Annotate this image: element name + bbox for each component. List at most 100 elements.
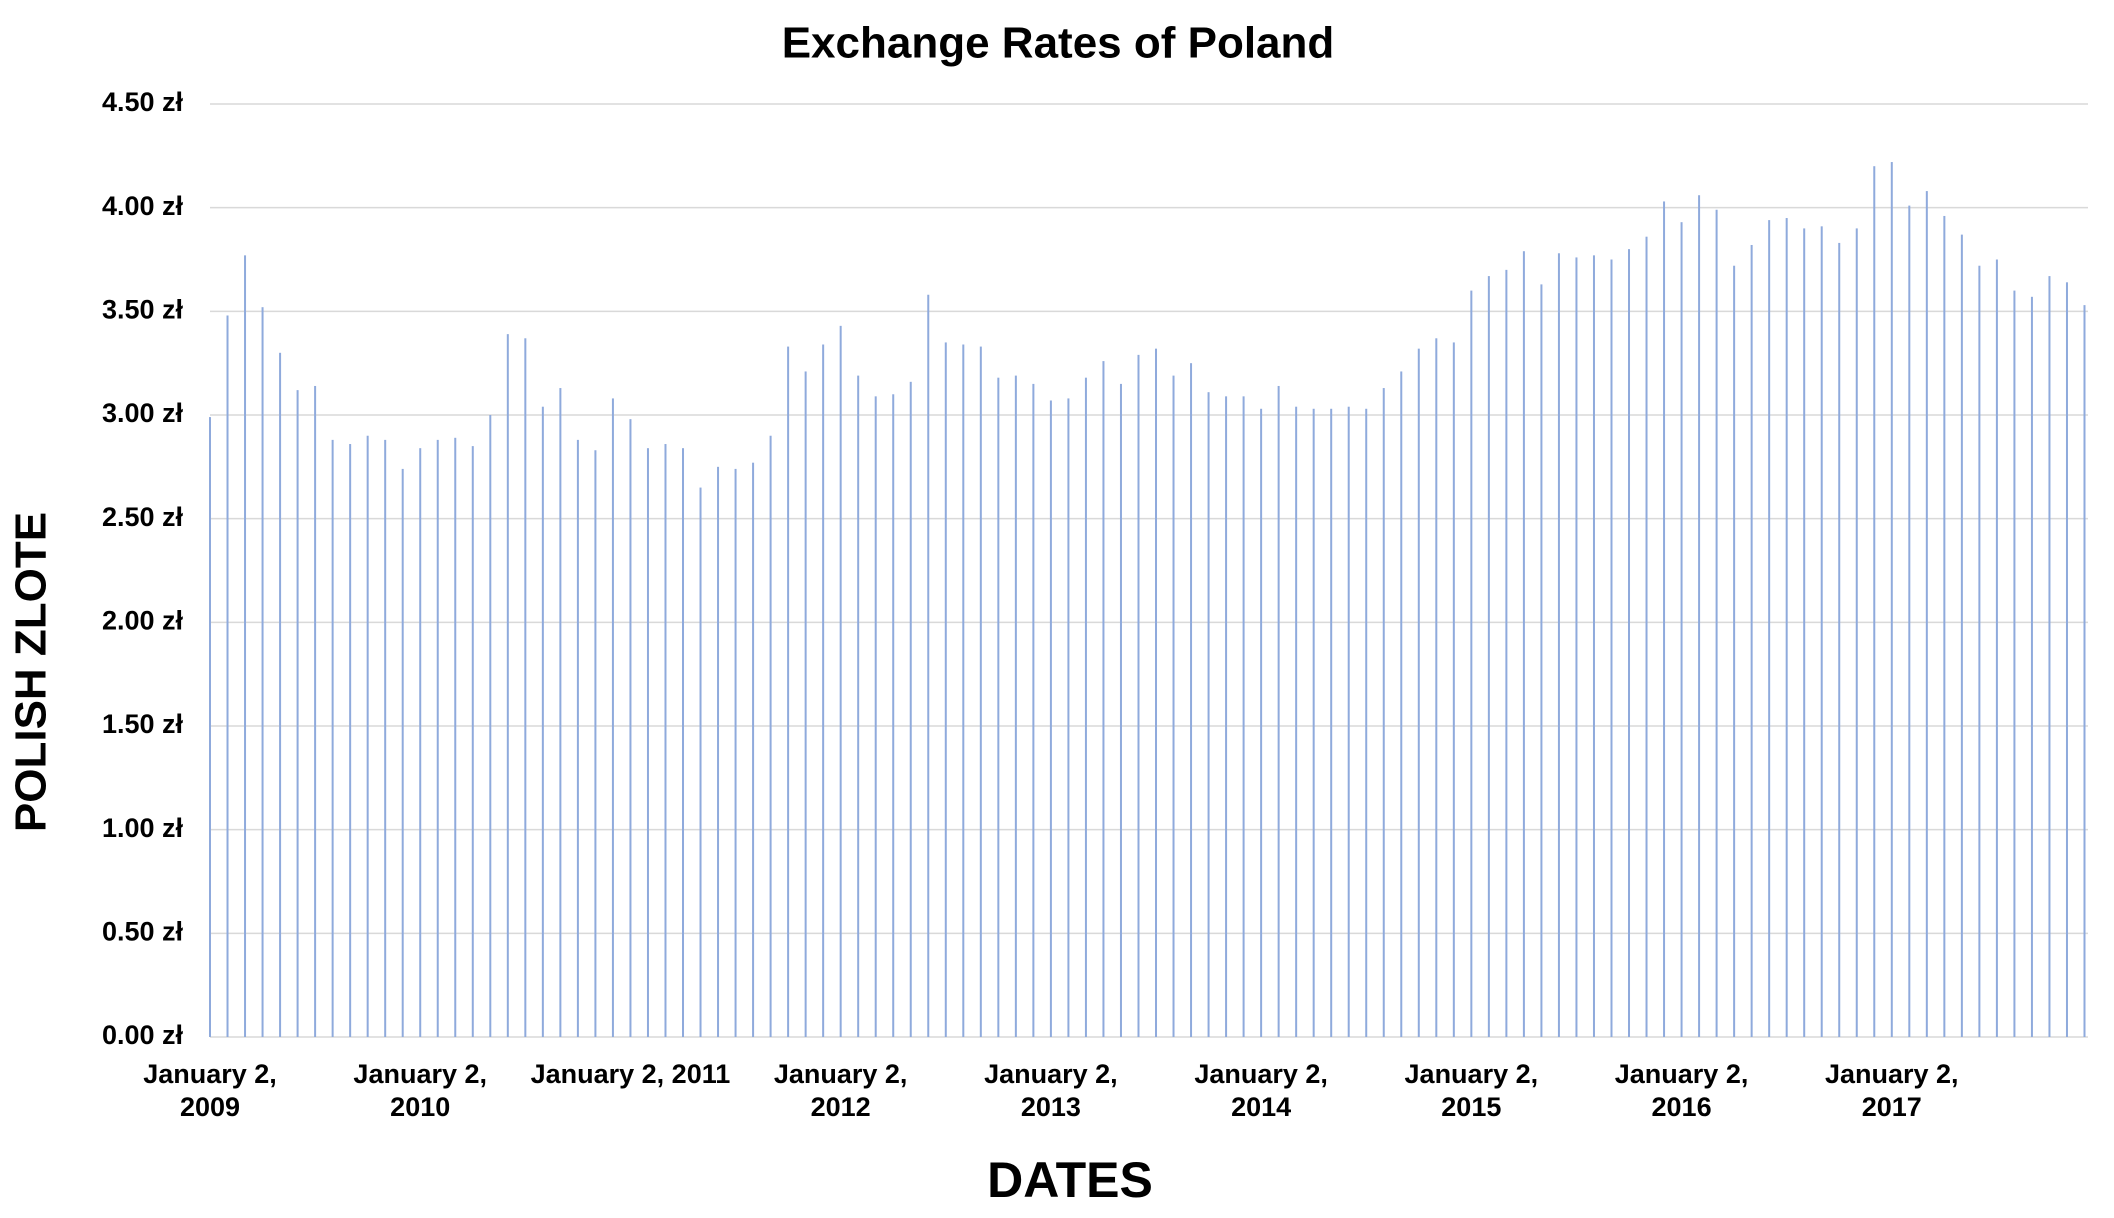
bar [489, 415, 492, 1037]
bar [1908, 205, 1911, 1038]
bar [1330, 408, 1333, 1037]
bar [734, 468, 737, 1037]
x-tick-label: January 2, 2011 [530, 1059, 731, 1089]
bar [1505, 269, 1508, 1037]
bar [1225, 396, 1228, 1038]
bar [1943, 215, 1946, 1037]
bar [1417, 348, 1420, 1037]
bar [1119, 383, 1122, 1037]
bar [1155, 348, 1158, 1037]
bar [1733, 265, 1736, 1038]
bar [1190, 363, 1193, 1038]
x-tick-label: January 2, 2013 [984, 1059, 1118, 1122]
bar [1102, 361, 1105, 1037]
x-tick-label: January 2, 2012 [773, 1059, 908, 1122]
bar [717, 466, 720, 1037]
bar [839, 325, 842, 1037]
bar [629, 419, 632, 1037]
bar [1470, 290, 1473, 1038]
bar [1995, 259, 1998, 1037]
bar [1365, 408, 1368, 1037]
bar [1820, 226, 1823, 1037]
bar [1032, 383, 1035, 1037]
bar [576, 439, 579, 1037]
bar [1925, 191, 1928, 1037]
bar [1049, 400, 1052, 1037]
bar [366, 435, 369, 1037]
y-tick-label: 2.50 zł [102, 502, 184, 532]
bar [1680, 222, 1683, 1037]
bar [769, 435, 772, 1037]
bar [1295, 406, 1298, 1037]
x-tick-label: January 2, 2016 [1614, 1059, 1749, 1122]
bar [594, 450, 597, 1037]
bar [1137, 354, 1140, 1038]
bar [279, 352, 282, 1037]
x-tick-label: January 2, 2009 [143, 1059, 277, 1122]
bar [857, 375, 860, 1037]
bar [682, 448, 685, 1037]
x-tick-label: January 2, 2014 [1194, 1059, 1328, 1122]
bar [1628, 249, 1631, 1038]
bar [1750, 244, 1753, 1037]
bar [699, 487, 702, 1038]
bar [1452, 342, 1455, 1037]
bar [1873, 166, 1876, 1037]
bar [559, 388, 562, 1038]
bar [244, 255, 247, 1037]
y-tick-label: 1.00 zł [102, 813, 184, 843]
y-axis-title: POLISH ZLOTE [7, 512, 56, 832]
bar [349, 444, 352, 1037]
bar [471, 446, 474, 1038]
bar [296, 390, 299, 1037]
bar [892, 394, 895, 1037]
y-tick-label: 3.00 zł [102, 398, 184, 428]
bar [909, 381, 912, 1037]
chart-title: Exchange Rates of Poland [782, 19, 1335, 68]
bar [1592, 255, 1595, 1037]
bar [419, 448, 422, 1037]
bar [1663, 201, 1666, 1038]
bar [1207, 392, 1210, 1037]
bar [506, 334, 509, 1037]
bar [1540, 284, 1543, 1037]
bar [804, 371, 807, 1038]
bar [331, 439, 334, 1037]
y-tick-label: 0.00 zł [102, 1020, 184, 1050]
bar [1557, 253, 1560, 1037]
bar [1803, 228, 1806, 1037]
bar [454, 437, 457, 1038]
bar [1698, 195, 1701, 1037]
bar [1277, 385, 1280, 1037]
bar [1645, 236, 1648, 1037]
bar [1838, 242, 1841, 1037]
bar [927, 294, 930, 1037]
bar [401, 468, 404, 1037]
x-tick-label: January 2, 2015 [1404, 1059, 1539, 1122]
bar [822, 344, 825, 1037]
bar [541, 406, 544, 1037]
x-axis-title: DATES [987, 1152, 1153, 1208]
y-tick-label: 3.50 zł [102, 294, 184, 324]
y-tick-label: 2.00 zł [102, 605, 184, 635]
bar [1242, 396, 1245, 1038]
bar [1855, 228, 1858, 1037]
x-tick-label: January 2, 2010 [353, 1059, 487, 1122]
bar [2083, 305, 2086, 1037]
bar [1785, 218, 1788, 1038]
y-tick-label: 4.50 zł [102, 87, 184, 117]
bar [1400, 371, 1403, 1038]
bar [1487, 276, 1490, 1037]
bar [2030, 296, 2033, 1037]
bar [944, 342, 947, 1037]
bar [1960, 234, 1963, 1037]
bar [1172, 375, 1175, 1037]
bar [2048, 276, 2051, 1037]
bar [2013, 290, 2016, 1038]
bar [611, 398, 614, 1037]
bar [384, 439, 387, 1037]
bar [1522, 251, 1525, 1037]
bar [962, 344, 965, 1037]
